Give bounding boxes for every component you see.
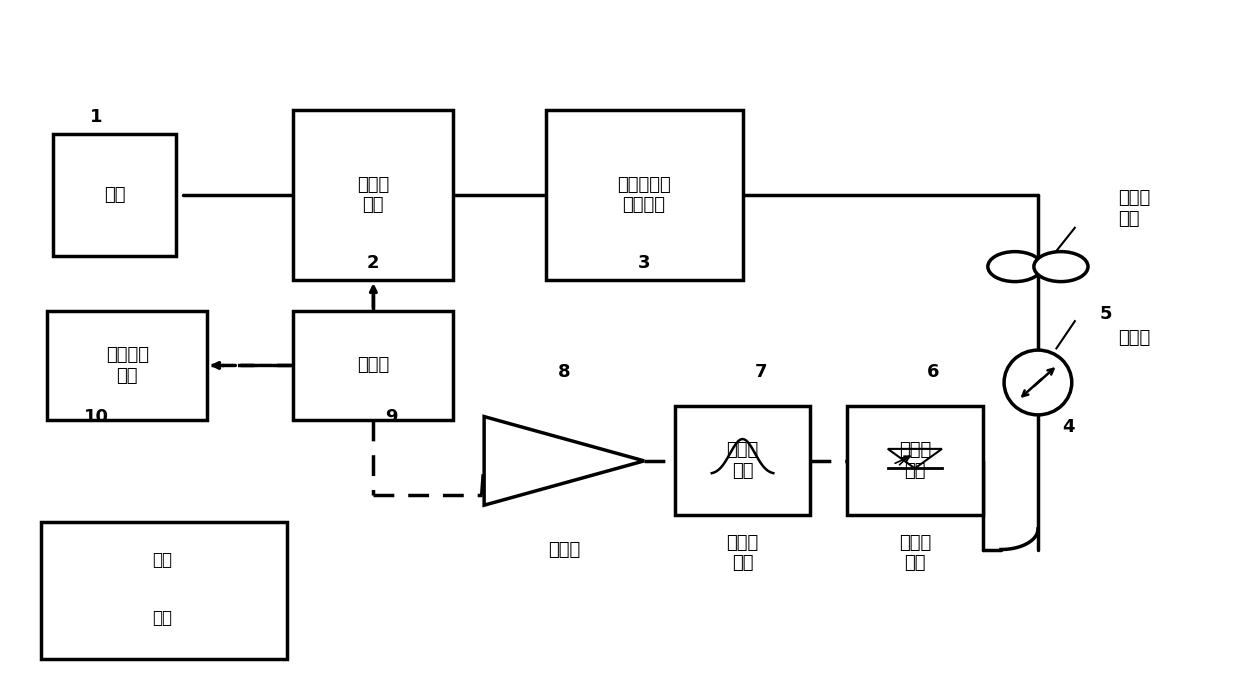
Text: 10: 10 [84, 408, 109, 426]
Text: 6: 6 [927, 363, 939, 382]
Text: 功分器: 功分器 [357, 357, 389, 375]
Text: 起偏器: 起偏器 [1118, 329, 1150, 347]
Text: 8: 8 [558, 363, 570, 382]
Text: 2: 2 [367, 254, 379, 272]
FancyBboxPatch shape [545, 110, 742, 280]
FancyBboxPatch shape [675, 406, 810, 515]
Text: 电路: 电路 [152, 609, 172, 627]
Text: 带通滤
波器: 带通滤 波器 [726, 442, 758, 480]
Text: 3: 3 [638, 254, 650, 272]
FancyBboxPatch shape [847, 406, 983, 515]
Text: 9: 9 [385, 408, 398, 426]
Text: 光电探
测器: 光电探 测器 [898, 533, 930, 572]
Circle shape [987, 252, 1042, 282]
Text: 偏振控
制器: 偏振控 制器 [1118, 189, 1150, 228]
Text: 4: 4 [1063, 418, 1075, 436]
Text: 5: 5 [1099, 305, 1111, 324]
FancyBboxPatch shape [294, 110, 453, 280]
Text: 频率监测
单元: 频率监测 单元 [105, 346, 149, 385]
FancyBboxPatch shape [41, 522, 287, 658]
Text: 7: 7 [755, 363, 767, 382]
Text: 电光调
制器: 电光调 制器 [357, 176, 389, 215]
Text: 光路: 光路 [152, 551, 172, 569]
Circle shape [1033, 252, 1088, 282]
FancyBboxPatch shape [47, 311, 207, 420]
Text: 干涉型振动
传感单元: 干涉型振动 传感单元 [617, 176, 672, 215]
Text: 光电探
测器: 光电探 测器 [898, 442, 930, 480]
Text: 带通滤
波器: 带通滤 波器 [726, 533, 758, 572]
Text: 放大器: 放大器 [548, 540, 580, 558]
Ellipse shape [1004, 350, 1072, 415]
FancyBboxPatch shape [294, 311, 453, 420]
FancyBboxPatch shape [53, 134, 176, 257]
Text: 光源: 光源 [104, 186, 125, 204]
Text: 1: 1 [90, 108, 103, 126]
